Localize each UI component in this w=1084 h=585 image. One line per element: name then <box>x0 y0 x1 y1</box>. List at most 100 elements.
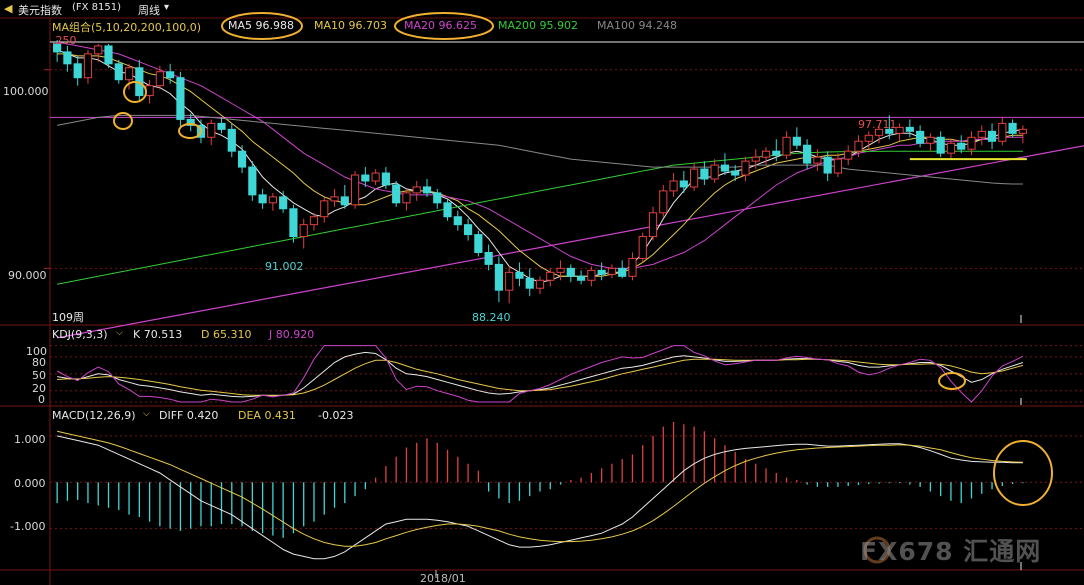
kdj-tick-20: 20 <box>32 382 46 395</box>
candle-body <box>515 271 524 279</box>
candle-body <box>823 156 832 174</box>
macd-label[interactable]: MACD(12,26,9) <box>52 409 136 422</box>
candle-body <box>607 267 617 275</box>
candle-body <box>463 224 473 236</box>
candle-body <box>669 180 678 192</box>
candle-body <box>690 168 699 188</box>
kdj-line-d <box>57 358 1024 396</box>
watermark-emblem-icon <box>863 536 891 564</box>
legend-ma100: MA100 94.248 <box>597 19 677 32</box>
annotation-ring-price-2 <box>113 112 133 130</box>
candle-body <box>392 184 401 204</box>
candle-body <box>371 172 380 182</box>
low-annotation-1: 91.002 <box>265 260 304 273</box>
candle-body <box>63 51 72 65</box>
candle-body <box>330 196 339 202</box>
candle-body <box>946 142 956 154</box>
kdj-tick-100: 100 <box>26 345 47 358</box>
candle-body <box>505 271 514 291</box>
candle-body <box>422 186 432 194</box>
macd-dea-value: DEA 0.431 <box>238 409 296 422</box>
candle-body <box>977 130 986 138</box>
kdj-tick-0: 0 <box>38 393 45 406</box>
candle-body <box>700 168 709 180</box>
period-selector[interactable]: 周线 <box>138 4 160 17</box>
candle-body <box>340 196 349 206</box>
candle-body <box>741 160 750 176</box>
candle-body <box>987 130 997 142</box>
candle-body <box>73 63 82 79</box>
candle-body <box>628 257 637 277</box>
candle-body <box>381 172 390 186</box>
candle-body <box>648 212 658 238</box>
kdj-chevron-down-icon[interactable]: ⌵ <box>116 328 123 338</box>
candle-body <box>217 122 226 130</box>
candle-body <box>176 77 185 120</box>
high-annotation: 97.711 <box>858 118 897 131</box>
candle-body <box>885 128 894 134</box>
candle-body <box>936 136 945 154</box>
candle-body <box>83 53 93 79</box>
candle-body <box>248 166 257 196</box>
candle-body <box>998 122 1007 142</box>
macd-chevron-down-icon[interactable]: ⌵ <box>143 409 150 419</box>
candle-body <box>412 186 421 194</box>
candle-body <box>803 144 812 164</box>
ma-line-ma200 <box>57 150 1023 285</box>
kdj-k-value: K 70.513 <box>133 328 183 341</box>
watermark-logo: FX678 汇通网 <box>860 532 1041 568</box>
candle-body <box>731 170 740 176</box>
candle-body <box>268 196 277 204</box>
kdj-line-j <box>56 345 1024 403</box>
date-axis-label: 2018/01 <box>420 572 466 585</box>
top-price-value: .250 <box>52 34 77 47</box>
annotation-ring-macd <box>993 440 1053 506</box>
candle-body <box>576 275 586 281</box>
candle-body <box>535 279 545 289</box>
candle-body <box>566 267 575 277</box>
candle-body <box>299 224 308 238</box>
candle-body <box>94 45 103 55</box>
price-tick-90: 90.000 <box>8 269 47 282</box>
ma-line-ma10 <box>57 53 1023 277</box>
candle-body <box>453 216 462 226</box>
candle-body <box>597 269 606 275</box>
candle-body <box>967 136 976 150</box>
symbol-name: 美元指数 <box>18 4 62 17</box>
candle-body <box>679 180 688 188</box>
visible-bars-note: 109周 <box>52 311 84 324</box>
kdj-label[interactable]: KDJ(9,3,3) <box>52 328 108 341</box>
annotation-ring-price-3 <box>178 123 202 139</box>
candle-body <box>207 122 216 138</box>
candle-body <box>1008 122 1017 134</box>
candle-body <box>659 190 668 214</box>
candle-body <box>905 126 914 132</box>
kdj-tick-80: 80 <box>32 356 46 369</box>
chevron-down-icon[interactable]: ▾ <box>164 2 170 13</box>
ma-combo-label[interactable]: MA组合(5,10,20,200,100,0) <box>52 21 202 34</box>
symbol-code: (FX 8151) <box>72 2 122 13</box>
candle-body <box>279 196 288 210</box>
candle-body <box>833 158 843 174</box>
candle-body <box>813 156 822 164</box>
candle-body <box>494 263 504 291</box>
candle-body <box>186 118 195 126</box>
macd-line-dea <box>56 430 1023 547</box>
candle-body <box>916 130 925 144</box>
candle-body <box>361 174 370 182</box>
annotation-ring-kdj <box>938 372 966 390</box>
candle-body <box>227 128 236 152</box>
annotation-ring-ma20 <box>394 12 494 40</box>
candle-body <box>124 67 134 81</box>
candle-body <box>864 134 873 142</box>
candle-body <box>587 269 596 281</box>
candle-body <box>309 216 319 226</box>
candle-body <box>720 164 730 172</box>
menu-arrow-icon[interactable]: ◀ <box>4 2 13 15</box>
candle-body <box>751 156 760 162</box>
candle-body <box>166 71 175 79</box>
ma-line-ma20 <box>57 41 1023 269</box>
candle-body <box>926 136 935 144</box>
macd-value: -0.023 <box>318 409 354 422</box>
